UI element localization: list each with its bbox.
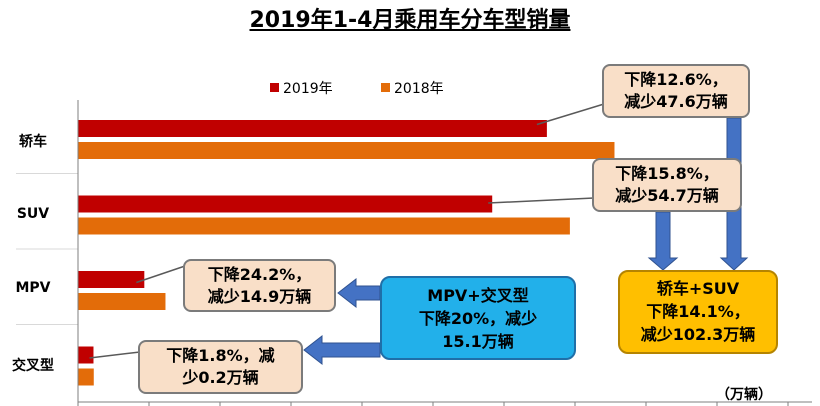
callout-sedan-suv-line2: 下降14.1%， <box>646 302 750 321</box>
chart-title: 2019年1-4月乘用车分车型销量 <box>249 8 571 33</box>
connector-crossover <box>89 351 141 359</box>
category-label-suv: SUV <box>16 206 50 222</box>
legend-item-2018: 2018年 <box>381 78 444 98</box>
unit-label: （万辆） <box>716 387 772 403</box>
bar-2018-1 <box>78 217 570 235</box>
legend-swatch-2019 <box>270 83 279 92</box>
category-label-mpv: MPV <box>15 280 51 296</box>
callout-sedan-suv-line1: 轿车+SUV <box>656 279 740 298</box>
connector-suv <box>488 197 595 204</box>
callout-mpv-line1: 下降24.2%， <box>207 265 312 284</box>
bar-2019-1 <box>78 195 493 213</box>
callout-sedan-line1: 下降12.6%， <box>624 70 728 89</box>
callout-crossover-line2: 少0.2万辆 <box>182 368 259 387</box>
callout-sedan-suv-total: 轿车+SUV 下降14.1%， 减少102.3万辆 <box>618 270 778 354</box>
bar-2018-3 <box>78 368 94 386</box>
connector-mpv <box>136 265 186 284</box>
callout-mpv: 下降24.2%， 减少14.9万辆 <box>183 259 336 312</box>
callout-mpv-crossover-total: MPV+交叉型 下降20%，减少 15.1万辆 <box>380 276 576 360</box>
callout-suv-line2: 减少54.7万辆 <box>615 186 719 205</box>
category-label-crossover: 交叉型 <box>12 358 54 374</box>
callout-mpv-crossover-line3: 15.1万辆 <box>442 332 514 351</box>
legend-item-2019: 2019年 <box>270 78 333 98</box>
legend-label-2018: 2018年 <box>394 81 444 97</box>
legend-label-2019: 2019年 <box>283 81 333 97</box>
callout-suv: 下降15.8%， 减少54.7万辆 <box>592 158 742 212</box>
arrow-suv-to-total <box>647 211 679 271</box>
callout-crossover-line1: 下降1.8%，减 <box>166 346 275 365</box>
callout-suv-line1: 下降15.8%， <box>615 164 719 183</box>
bar-2019-0 <box>78 120 547 137</box>
callout-sedan: 下降12.6%， 减少47.6万辆 <box>602 64 750 118</box>
legend-swatch-2018 <box>381 83 390 92</box>
bar-2019-2 <box>78 271 145 288</box>
callout-mpv-crossover-line2: 下降20%，减少 <box>418 309 538 328</box>
bar-2018-2 <box>78 293 166 310</box>
callout-sedan-suv-line3: 减少102.3万辆 <box>640 325 756 344</box>
callout-sedan-line2: 减少47.6万辆 <box>624 92 728 111</box>
callout-mpv-crossover-line1: MPV+交叉型 <box>427 286 529 305</box>
bar-2019-3 <box>78 346 94 364</box>
callout-mpv-line2: 减少14.9万辆 <box>207 287 312 306</box>
callout-crossover: 下降1.8%，减 少0.2万辆 <box>138 340 303 394</box>
connector-sedan <box>536 103 605 126</box>
arrow-total-to-mpv <box>337 277 381 309</box>
bar-2018-0 <box>78 142 615 159</box>
category-label-sedan: 轿车 <box>19 134 47 150</box>
arrow-total-to-crossover <box>303 334 381 366</box>
